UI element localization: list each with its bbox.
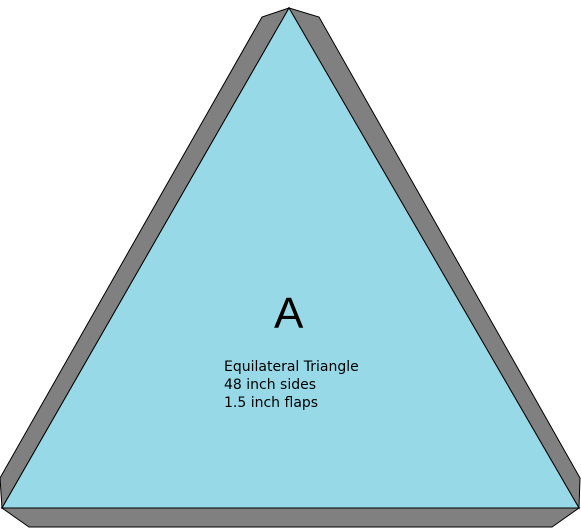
panel-label: A — [274, 289, 304, 338]
triangle-face — [1, 6, 580, 509]
spec-flaps: 1.5 inch flaps — [224, 395, 319, 411]
flap-bottom-edge — [0, 507, 581, 528]
spec-shape: Equilateral Triangle — [224, 359, 359, 375]
spec-sides: 48 inch sides — [224, 377, 317, 393]
